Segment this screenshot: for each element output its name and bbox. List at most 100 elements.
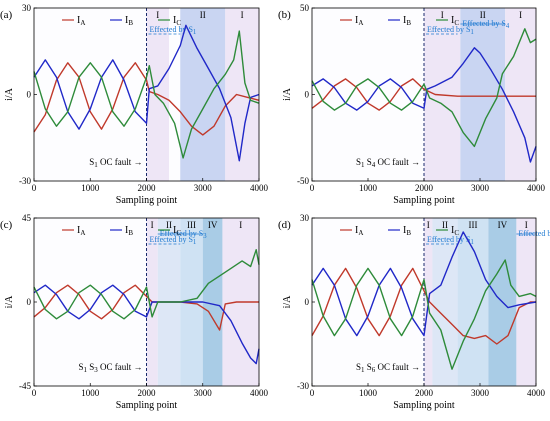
y-tick-label: -45: [19, 381, 31, 391]
effect-label-2: Effected by S6: [518, 229, 550, 240]
effect-label-2: Effected by S4: [462, 19, 509, 30]
x-axis-title: Sampling point: [393, 400, 455, 411]
x-axis-title: Sampling point: [393, 195, 455, 206]
region-label: III: [187, 220, 196, 230]
region-label: IV: [208, 220, 218, 230]
region-label: IV: [498, 220, 508, 230]
series-line-ia: [33, 62, 260, 136]
legend-entry: IC: [451, 225, 459, 237]
region-label: II: [200, 10, 206, 20]
region-label: I: [525, 220, 528, 230]
legend-entry: IA: [355, 15, 363, 27]
effect-label-1: Effected by S1: [150, 25, 197, 36]
y-tick-label: 45: [22, 213, 32, 223]
effect-label-1: Effected by S1: [427, 25, 474, 36]
x-tick-label: 3000: [471, 183, 490, 193]
effect-label-1: Effected by S1: [427, 235, 474, 246]
x-tick-label: 0: [32, 183, 37, 193]
y-tick-label: 0: [305, 90, 310, 100]
x-tick-label: 2000: [138, 183, 157, 193]
series-line-ia: [311, 78, 536, 111]
legend-entry: IC: [173, 15, 181, 27]
region-label: I: [427, 220, 430, 230]
legend-entry: IB: [125, 15, 133, 27]
panel-label: (a): [0, 9, 13, 21]
y-tick-label: 30: [22, 3, 32, 13]
region-band: [516, 218, 536, 386]
region-label: I: [151, 220, 154, 230]
effect-label-2: Effected by S3: [160, 229, 207, 240]
y-axis-title: i/A: [282, 87, 293, 101]
x-tick-label: 4000: [250, 388, 269, 398]
region-band: [432, 218, 458, 386]
y-axis-title: i/A: [4, 87, 15, 101]
effect-label-1: Effected by S1: [150, 235, 197, 246]
fault-annotation: S1 S4 OC fault →: [356, 157, 420, 169]
region-label: II: [166, 220, 172, 230]
y-tick-label: -30: [297, 381, 309, 391]
y-tick-label: 0: [27, 90, 32, 100]
y-tick-label: 0: [305, 297, 310, 307]
legend-entry: IC: [451, 15, 459, 27]
y-tick-label: 30: [300, 213, 310, 223]
y-tick-label: 50: [300, 3, 310, 13]
panel-label: (c): [0, 219, 13, 231]
region-label: I: [241, 10, 244, 20]
region-label: I: [441, 10, 444, 20]
region-band: [202, 218, 223, 386]
x-tick-label: 0: [310, 388, 315, 398]
region-label: III: [469, 220, 478, 230]
fault-annotation: S1 OC fault →: [89, 157, 142, 169]
fault-annotation: S1 S6 OC fault →: [356, 362, 420, 374]
series-line-ia: [33, 284, 259, 331]
region-label: II: [442, 220, 448, 230]
legend-entry: IA: [77, 225, 85, 237]
x-tick-label: 1000: [81, 388, 100, 398]
legend-entry: IA: [355, 225, 363, 237]
x-tick-label: 1000: [359, 388, 378, 398]
series-line-ib: [311, 231, 537, 337]
region-label: I: [519, 10, 522, 20]
x-tick-label: 2000: [138, 388, 157, 398]
x-tick-label: 3000: [194, 183, 213, 193]
x-tick-label: 0: [32, 388, 37, 398]
region-label: I: [239, 220, 242, 230]
region-label: I: [156, 10, 159, 20]
x-axis-title: Sampling point: [116, 195, 178, 206]
x-tick-label: 4000: [527, 183, 546, 193]
region-band: [180, 8, 226, 181]
x-tick-label: 2000: [415, 183, 434, 193]
y-axis-title: i/A: [4, 295, 15, 309]
y-tick-label: -50: [297, 176, 309, 186]
series-line-ic: [33, 30, 260, 159]
x-tick-label: 0: [310, 183, 315, 193]
x-axis-title: Sampling point: [116, 400, 178, 411]
y-axis-title: i/A: [282, 295, 293, 309]
region-band: [505, 8, 536, 181]
series-line-ic: [311, 259, 537, 370]
region-band: [225, 8, 259, 181]
series-line-ic: [311, 28, 537, 148]
region-band: [457, 218, 489, 386]
fault-annotation: S1 S3 OC fault →: [78, 362, 142, 374]
y-tick-label: -30: [19, 176, 31, 186]
series-line-ic: [33, 249, 260, 320]
x-tick-label: 4000: [527, 388, 546, 398]
x-tick-label: 3000: [471, 388, 490, 398]
panel-label: (d): [278, 219, 291, 231]
x-tick-label: 3000: [194, 388, 213, 398]
x-tick-label: 1000: [81, 183, 100, 193]
legend-entry: IC: [173, 225, 181, 237]
legend-entry: IB: [125, 225, 133, 237]
x-tick-label: 2000: [415, 388, 434, 398]
y-tick-label: 0: [27, 297, 32, 307]
series-line-ib: [33, 284, 260, 365]
legend-entry: IB: [403, 15, 411, 27]
legend-entry: IA: [77, 15, 85, 27]
x-tick-label: 4000: [250, 183, 269, 193]
